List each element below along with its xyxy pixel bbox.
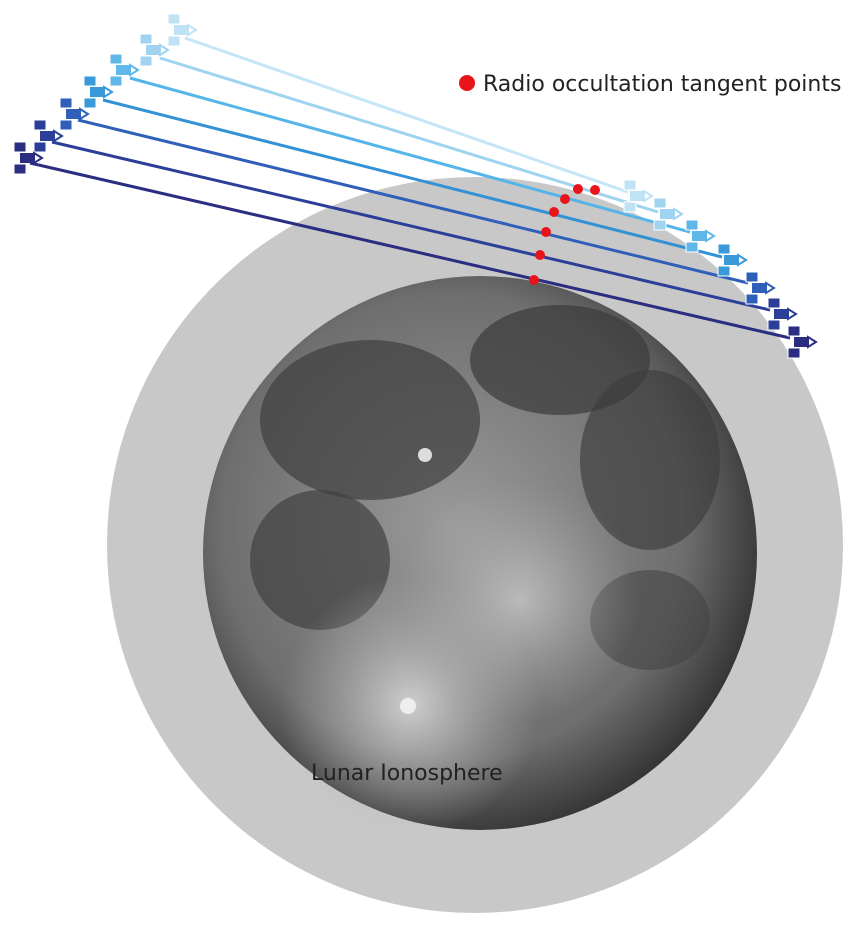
mare bbox=[580, 370, 720, 550]
satellite bbox=[685, 219, 715, 253]
ray bbox=[77, 118, 749, 285]
tangent-point bbox=[541, 227, 551, 237]
tangent-point bbox=[529, 275, 539, 285]
mare bbox=[260, 340, 480, 500]
satellite bbox=[83, 75, 113, 109]
satellite bbox=[717, 243, 747, 277]
tangent-points bbox=[529, 184, 600, 285]
tangent-point bbox=[549, 207, 559, 217]
legend-label: Radio occultation tangent points bbox=[483, 72, 841, 97]
ray bbox=[102, 98, 723, 259]
mare bbox=[470, 305, 650, 415]
tangent-point bbox=[560, 194, 570, 204]
region-label: Lunar Ionosphere bbox=[311, 761, 503, 786]
satellite bbox=[767, 297, 797, 331]
tangent-point bbox=[535, 250, 545, 260]
crater bbox=[400, 698, 416, 714]
ray bbox=[184, 36, 629, 194]
tangent-point bbox=[573, 184, 583, 194]
crater bbox=[418, 448, 432, 462]
highland bbox=[400, 480, 640, 720]
legend: Radio occultation tangent points bbox=[459, 72, 841, 97]
satellite bbox=[109, 53, 139, 87]
satellite bbox=[33, 119, 63, 153]
legend-marker bbox=[459, 75, 475, 91]
moon bbox=[203, 276, 757, 835]
satellite bbox=[787, 325, 817, 359]
tangent-point bbox=[590, 185, 600, 195]
ray bbox=[29, 161, 791, 340]
ray bbox=[129, 76, 691, 234]
satellite bbox=[139, 33, 169, 67]
ray bbox=[51, 140, 771, 312]
